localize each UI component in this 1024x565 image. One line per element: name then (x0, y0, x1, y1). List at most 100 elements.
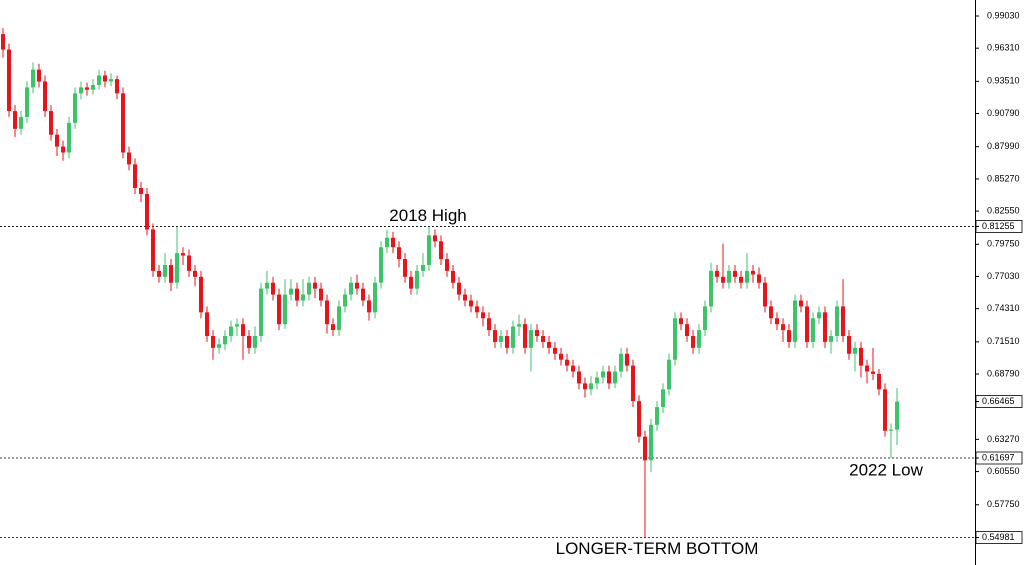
candle-body (283, 294, 287, 325)
y-tick-label: 0.68790 (987, 368, 1020, 378)
candle-body (25, 87, 29, 117)
candle-body (205, 312, 209, 337)
candle-body (763, 282, 767, 307)
annotation: LONGER-TERM BOTTOM (556, 539, 759, 558)
candle-body (199, 276, 203, 313)
candle-body (679, 318, 683, 325)
candle-body (427, 235, 431, 265)
candle-body (223, 336, 227, 345)
candle-body (589, 383, 593, 390)
candle-body (529, 330, 533, 348)
candle-body (181, 253, 185, 256)
candle-body (373, 282, 377, 313)
candle-body (169, 264, 173, 283)
candle-body (619, 353, 623, 372)
candle-body (385, 237, 389, 248)
annotation: 2022 Low (849, 460, 923, 479)
candle-body (325, 300, 329, 325)
candle-body (445, 259, 449, 271)
candle-body (187, 255, 191, 271)
price-label: 0.54981 (982, 532, 1015, 542)
annotation: 2018 High (389, 206, 467, 225)
candle-body (721, 276, 725, 283)
candle-body (43, 81, 47, 112)
y-tick-label: 0.96310 (987, 43, 1020, 53)
y-tick-label: 0.87990 (987, 141, 1020, 151)
candle-body (127, 152, 131, 165)
y-tick-label: 0.82550 (987, 205, 1020, 215)
candle-body (655, 407, 659, 425)
candle-body (355, 282, 359, 289)
candle-body (13, 111, 17, 129)
candle-body (133, 164, 137, 189)
candle-body (349, 282, 353, 295)
candle-body (559, 353, 563, 360)
candle-body (241, 324, 245, 337)
candle-body (457, 282, 461, 295)
candle-body (313, 282, 317, 289)
candle-body (571, 365, 575, 372)
candle-body (799, 300, 803, 307)
candle-body (217, 344, 221, 348)
candle-body (247, 336, 251, 348)
y-tick-label: 0.57750 (987, 499, 1020, 509)
candle-body (319, 288, 323, 301)
candle-body (253, 336, 257, 348)
y-tick-label: 0.99030 (987, 10, 1020, 20)
candle-body (67, 122, 71, 153)
candle-body (19, 116, 23, 129)
candle-body (871, 371, 875, 374)
candle-body (295, 288, 299, 301)
candle-body (565, 359, 569, 366)
candle-body (835, 306, 839, 337)
candle-body (499, 336, 503, 342)
candle-body (463, 294, 467, 301)
candle-body (61, 146, 65, 153)
candle-body (73, 93, 77, 123)
candle-body (805, 306, 809, 342)
candle-body (331, 324, 335, 331)
y-tick-label: 0.63270 (987, 434, 1020, 444)
candle-body (583, 383, 587, 390)
candle-body (739, 276, 743, 283)
y-tick-label: 0.71510 (987, 336, 1020, 346)
candle-body (541, 336, 545, 342)
candle-body (49, 111, 53, 135)
candle-body (265, 282, 269, 289)
grid-layer (0, 226, 975, 538)
candle-body (613, 371, 617, 384)
y-tick-label: 0.93510 (987, 76, 1020, 86)
candle-body (121, 93, 125, 153)
candle-body (553, 347, 557, 354)
candle-body (481, 312, 485, 319)
candle-body (337, 306, 341, 331)
candle-body (715, 270, 719, 277)
candle-body (1, 34, 5, 50)
candle-body (847, 336, 851, 354)
candle-body (85, 87, 89, 90)
candle-body (601, 371, 605, 378)
candle-body (895, 401, 899, 430)
candle-body (37, 69, 41, 82)
candle-body (79, 87, 83, 94)
candle-body (595, 377, 599, 384)
candle-body (229, 326, 233, 337)
candle-body (193, 270, 197, 277)
y-tick-label: 0.77030 (987, 271, 1020, 281)
candle-body (823, 312, 827, 342)
candle-body (367, 300, 371, 313)
candle-body (631, 365, 635, 402)
y-tick-label: 0.79750 (987, 239, 1020, 249)
y-tick-label: 0.90790 (987, 108, 1020, 118)
candle-body (643, 436, 647, 461)
candle-body (145, 193, 149, 230)
candle-body (211, 336, 215, 348)
candle-body (433, 235, 437, 242)
candle-body (343, 294, 347, 307)
candle-body (175, 253, 179, 283)
candle-body (391, 237, 395, 248)
candle-body (289, 288, 293, 295)
candle-body (157, 270, 161, 277)
candle-body (667, 359, 671, 390)
